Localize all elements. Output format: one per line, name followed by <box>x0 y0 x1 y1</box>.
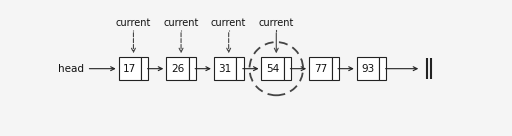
Text: 17: 17 <box>123 64 137 74</box>
Bar <box>166 57 189 80</box>
Text: head: head <box>58 64 84 74</box>
Text: current: current <box>116 18 151 28</box>
Text: current: current <box>211 18 246 28</box>
Bar <box>262 57 284 80</box>
Text: 77: 77 <box>314 64 327 74</box>
Bar <box>309 57 332 80</box>
Bar <box>237 57 244 80</box>
Bar <box>141 57 148 80</box>
Text: 26: 26 <box>171 64 184 74</box>
Text: current: current <box>259 18 294 28</box>
Text: 31: 31 <box>219 64 232 74</box>
Bar <box>119 57 141 80</box>
Bar <box>284 57 291 80</box>
Text: 54: 54 <box>266 64 280 74</box>
Text: 93: 93 <box>361 64 375 74</box>
Bar <box>332 57 339 80</box>
Bar <box>357 57 379 80</box>
Bar <box>214 57 237 80</box>
Bar <box>379 57 387 80</box>
Text: current: current <box>163 18 199 28</box>
Bar <box>189 57 196 80</box>
